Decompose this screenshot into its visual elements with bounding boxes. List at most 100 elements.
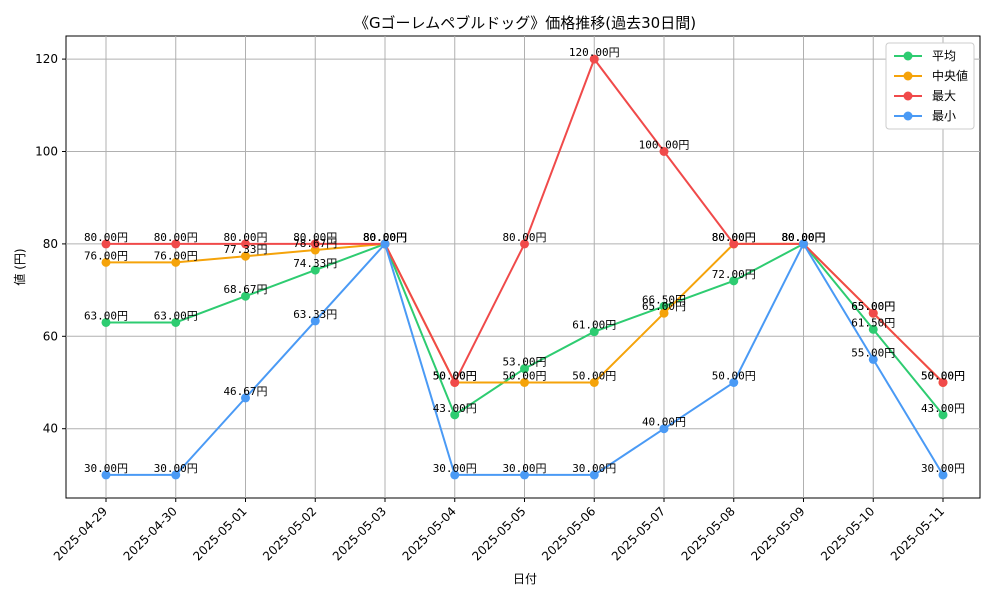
data-point-1 bbox=[241, 251, 250, 261]
data-point-0 bbox=[868, 324, 878, 334]
data-point-3 bbox=[799, 239, 808, 249]
legend-swatch-marker bbox=[903, 51, 913, 61]
data-label: 50.00円 bbox=[921, 370, 965, 383]
data-label: 61.00円 bbox=[572, 319, 616, 332]
data-point-3 bbox=[589, 470, 599, 480]
legend-label: 中央値 bbox=[932, 68, 968, 83]
data-point-2 bbox=[729, 239, 739, 249]
data-label: 80.00円 bbox=[223, 231, 267, 244]
data-label: 30.00円 bbox=[921, 462, 965, 475]
data-point-0 bbox=[450, 410, 460, 420]
data-point-1 bbox=[101, 257, 111, 267]
data-point-0 bbox=[241, 291, 250, 301]
data-point-3 bbox=[101, 470, 111, 480]
legend-label: 最小 bbox=[932, 109, 956, 123]
data-label: 30.00円 bbox=[502, 462, 546, 475]
y-tick-label: 40 bbox=[43, 422, 58, 436]
data-label: 53.00円 bbox=[502, 356, 546, 369]
data-label: 43.00円 bbox=[433, 402, 477, 415]
data-label: 80.00円 bbox=[781, 231, 825, 244]
data-label: 30.00円 bbox=[572, 462, 616, 475]
data-label: 30.00円 bbox=[84, 462, 128, 475]
series-layer bbox=[101, 54, 948, 480]
chart-title: 《Gゴーレムペブルドッグ》価格推移(過去30日間) bbox=[354, 14, 696, 32]
data-label: 80.00円 bbox=[363, 231, 407, 244]
data-label: 80.00円 bbox=[363, 231, 407, 244]
data-point-3 bbox=[380, 239, 390, 249]
y-axis-label: 値 (円) bbox=[12, 248, 27, 285]
data-label: 76.00円 bbox=[84, 249, 128, 262]
x-axis-label: 日付 bbox=[513, 572, 537, 586]
data-point-2 bbox=[659, 147, 669, 156]
data-point-3 bbox=[310, 316, 320, 326]
data-label: 63.00円 bbox=[154, 309, 198, 322]
data-label: 46.67円 bbox=[223, 385, 267, 398]
data-point-1 bbox=[589, 378, 599, 387]
legend-swatch-marker bbox=[903, 111, 913, 121]
data-label: 80.00円 bbox=[781, 231, 825, 244]
data-label: 80.00円 bbox=[781, 231, 825, 244]
data-label: 40.00円 bbox=[642, 416, 686, 429]
data-label: 63.00円 bbox=[84, 309, 128, 322]
data-point-1 bbox=[520, 378, 529, 387]
data-point-3 bbox=[729, 378, 739, 387]
data-point-0 bbox=[171, 317, 181, 327]
data-point-3 bbox=[241, 393, 250, 403]
y-tick-label: 80 bbox=[43, 237, 58, 251]
data-label: 80.00円 bbox=[363, 231, 407, 244]
data-point-3 bbox=[171, 470, 181, 480]
data-point-3 bbox=[450, 470, 460, 480]
data-label: 80.00円 bbox=[712, 231, 756, 244]
data-point-1 bbox=[659, 308, 669, 318]
data-point-2 bbox=[868, 308, 878, 318]
data-label: 77.33円 bbox=[223, 243, 267, 256]
data-label: 80.00円 bbox=[781, 231, 825, 244]
data-label: 50.00円 bbox=[502, 370, 546, 383]
data-label: 50.00円 bbox=[433, 370, 477, 383]
data-label: 65.00円 bbox=[851, 300, 895, 313]
plot-area bbox=[65, 35, 981, 499]
data-point-2 bbox=[241, 239, 250, 249]
data-point-0 bbox=[589, 327, 599, 337]
data-label: 80.00円 bbox=[154, 231, 198, 244]
data-label: 65.00円 bbox=[851, 300, 895, 313]
data-point-2 bbox=[938, 378, 948, 387]
data-point-0 bbox=[520, 364, 529, 374]
data-label: 55.00円 bbox=[851, 346, 895, 359]
data-label: 50.00円 bbox=[921, 370, 965, 383]
data-label: 76.00円 bbox=[154, 249, 198, 262]
data-label: 80.00円 bbox=[502, 231, 546, 244]
data-point-2 bbox=[171, 239, 181, 249]
data-label: 61.50円 bbox=[851, 316, 895, 329]
y-tick-label: 60 bbox=[43, 329, 58, 343]
data-label: 120.00円 bbox=[569, 46, 620, 59]
data-point-1 bbox=[171, 257, 181, 267]
data-point-2 bbox=[589, 54, 599, 64]
data-point-0 bbox=[938, 410, 948, 420]
data-point-0 bbox=[101, 317, 111, 327]
data-point-2 bbox=[101, 239, 111, 249]
data-label: 65.00円 bbox=[642, 300, 686, 313]
data-label: 50.00円 bbox=[433, 370, 477, 383]
data-label: 63.33円 bbox=[293, 308, 337, 321]
data-label: 66.50円 bbox=[642, 293, 686, 306]
data-point-0 bbox=[729, 276, 739, 286]
y-tick-label: 120 bbox=[35, 52, 58, 66]
data-point-3 bbox=[659, 424, 669, 434]
legend-label: 平均 bbox=[932, 49, 956, 63]
data-label: 78.67円 bbox=[293, 237, 337, 250]
data-label: 80.00円 bbox=[293, 231, 337, 244]
data-label: 72.00円 bbox=[712, 268, 756, 281]
y-tick-layer: 40 60 80 100 120 bbox=[35, 52, 66, 436]
data-point-2 bbox=[450, 378, 460, 387]
data-label: 80.00円 bbox=[363, 231, 407, 244]
data-label: 50.00円 bbox=[712, 370, 756, 383]
legend-swatch-marker bbox=[903, 71, 913, 81]
data-point-0 bbox=[310, 265, 320, 275]
data-label: 68.67円 bbox=[223, 283, 267, 296]
data-label: 80.00円 bbox=[712, 231, 756, 244]
data-point-3 bbox=[520, 470, 529, 480]
data-point-3 bbox=[938, 470, 948, 480]
